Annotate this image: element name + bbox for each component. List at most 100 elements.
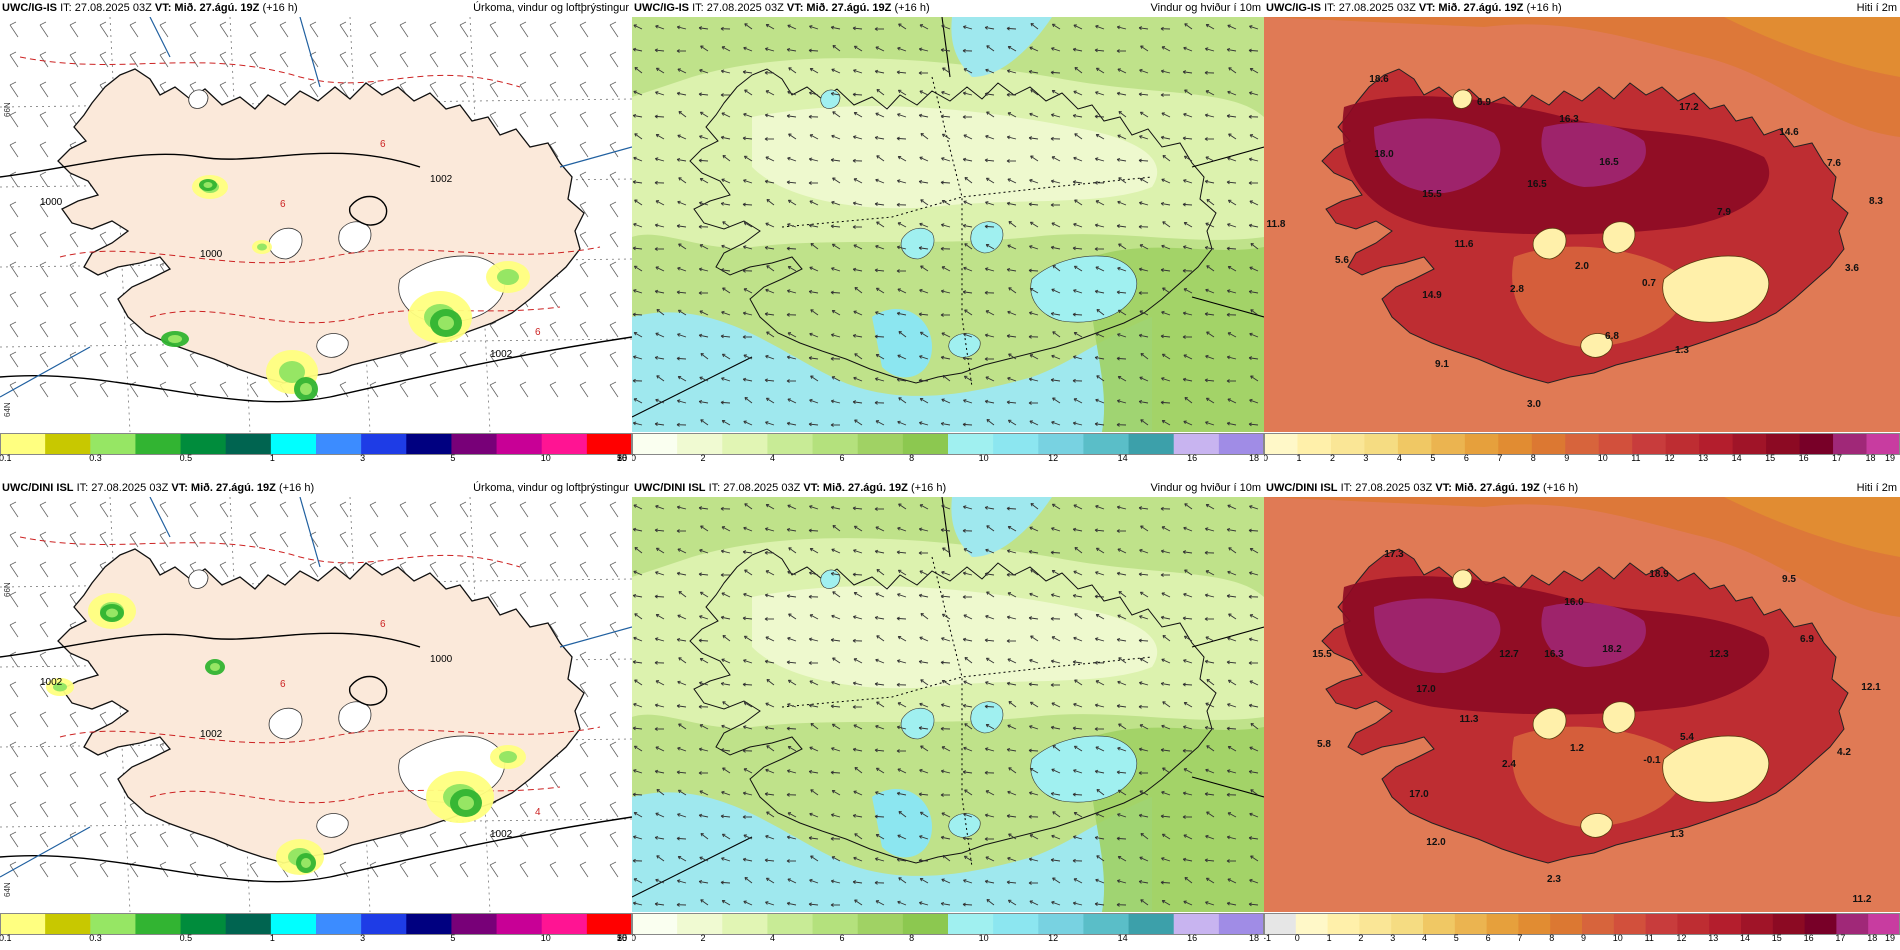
colorbar-swatch	[1083, 433, 1130, 455]
temperature-value-label: 12.7	[1499, 649, 1519, 660]
colorbar-swatch	[1772, 913, 1806, 935]
colorbar-tick-label: 3	[360, 933, 366, 943]
colorbar-tick-label: 13	[1698, 453, 1709, 463]
colorbar-tick-label: 16	[1187, 453, 1198, 463]
temperature-value-label: 17.0	[1409, 789, 1429, 800]
colorbar-tick-label: 15	[1771, 933, 1782, 943]
temperature-value-label: 9.5	[1782, 574, 1796, 585]
colorbar-swatch	[1833, 433, 1868, 455]
temperature-value-label: 16.5	[1527, 179, 1547, 190]
colorbar-swatch	[1598, 433, 1633, 455]
temperature-value-label: 12.0	[1426, 837, 1446, 848]
colorbar-tick-label: 18	[1867, 933, 1878, 943]
valid-time-label: VT:	[1418, 2, 1436, 14]
colorbar-swatch	[1766, 433, 1801, 455]
colorbar-swatch	[180, 913, 227, 935]
colorbar-tick-label: 5	[450, 933, 456, 943]
isobar-label: 1000	[200, 249, 223, 260]
colorbar-swatch	[1454, 913, 1488, 935]
isotherm-label: 6	[535, 327, 541, 338]
precip-colorbar	[0, 913, 632, 935]
colorbar-tick-label: 2	[700, 453, 706, 463]
colorbar-tick-label: 14	[1117, 453, 1128, 463]
colorbar-tick-label: -1	[1264, 933, 1272, 943]
colorbar-swatch	[1391, 913, 1424, 935]
colorbar-swatch	[993, 913, 1039, 935]
colorbar-tick-label: 7	[1517, 933, 1523, 943]
temperature-value-label: 8.3	[1869, 196, 1883, 207]
colorbar-tick-label: 6	[1463, 453, 1469, 463]
colorbar-tick-label: 3	[360, 453, 366, 463]
valid-time: Mið. 27.ágú. 19Z	[1438, 2, 1524, 14]
temperature-value-label: 7.6	[1827, 158, 1841, 169]
colorbar-tick-label: 20	[617, 453, 628, 463]
colorbar-tick-label: 2	[1358, 933, 1364, 943]
colorbar-swatch	[1550, 913, 1583, 935]
latitude-label: 64N	[3, 402, 12, 417]
colorbar-swatch	[586, 433, 632, 455]
temp-map: 17.3 18.9 9.5 16.0 15.5 12.7 16.3 18.2 12.3 6.9 17…	[1264, 497, 1900, 912]
colorbar-swatch	[135, 433, 182, 455]
panel-title: Vindur og hviður í 10m	[1150, 2, 1261, 14]
valid-time: Mið. 27.ágú. 19Z	[174, 2, 260, 14]
colorbar-tick-label: 0	[1294, 933, 1300, 943]
colorbar-tick-label: 0.1	[0, 453, 12, 463]
colorbar-tick-label: 15	[617, 933, 628, 943]
wind-panel-top: UWC/IG-IS IT: 27.08.2025 03Z VT: Mið. 27…	[632, 0, 1264, 470]
precip-map: 1000 1000 1002 1002 6 6 6 66N 64N	[0, 17, 632, 432]
colorbar-swatch	[632, 433, 678, 455]
colorbar-swatch	[135, 913, 182, 935]
temperature-value-label: -0.1	[1643, 755, 1661, 766]
valid-time-label: VT:	[1435, 482, 1452, 494]
colorbar-swatch	[225, 913, 272, 935]
temperature-value-label: 5.6	[1335, 255, 1349, 266]
colorbar-swatch	[722, 913, 768, 935]
temp-colorbar	[1264, 433, 1900, 455]
colorbar-swatch	[1732, 433, 1767, 455]
colorbar-tick-label: 15	[1765, 453, 1776, 463]
colorbar-swatch	[316, 433, 362, 455]
colorbar-swatch	[270, 913, 317, 935]
panel-header: UWC/DINI ISL IT: 27.08.2025 03Z VT: Mið.…	[632, 480, 1264, 496]
colorbar-tick-label: 4	[770, 453, 776, 463]
panel-title: Úrkoma, vindur og loftþrýstingur	[473, 482, 629, 494]
colorbar-swatch	[406, 433, 452, 455]
colorbar-tick-label: 0.3	[89, 933, 102, 943]
colorbar-tick-label: 8	[1530, 453, 1536, 463]
valid-time-label: VT:	[803, 482, 820, 494]
colorbar-tick-label: 12	[1664, 453, 1675, 463]
panel-title: Úrkoma, vindur og loftþrýstingur	[473, 2, 629, 14]
colorbar-tick-label: 1	[1296, 453, 1302, 463]
wind-map	[632, 497, 1264, 912]
colorbar-tick-label: 1	[1326, 933, 1332, 943]
colorbar-tick-label: 7	[1497, 453, 1503, 463]
colorbar-swatch	[1359, 913, 1392, 935]
wind-colorbar	[632, 433, 1264, 455]
temperature-value-label: 11.3	[1460, 714, 1479, 725]
colorbar-swatch	[1364, 433, 1399, 455]
colorbar-tick-label: 17	[1832, 453, 1843, 463]
isotherm-label: 6	[280, 679, 286, 690]
colorbar-tick-label: 5	[1430, 453, 1436, 463]
colorbar-swatch	[677, 433, 723, 455]
temperature-value-label: 15.5	[1422, 189, 1442, 200]
colorbar-swatch	[225, 433, 272, 455]
colorbar-tick-label: 10	[978, 453, 989, 463]
temperature-value-label: 11.8	[1267, 219, 1286, 230]
colorbar-tick-label: 15	[617, 453, 628, 463]
colorbar-tick-label: 50	[617, 453, 628, 463]
colorbar-tick-label: 8	[1549, 933, 1555, 943]
colorbar-swatch	[1297, 433, 1332, 455]
colorbar-swatch	[1699, 433, 1734, 455]
colorbar-swatch	[902, 913, 949, 935]
colorbar-swatch	[1264, 913, 1297, 935]
temperature-value-label: 2.0	[1575, 261, 1589, 272]
valid-time-label: VT:	[171, 482, 188, 494]
colorbar-swatch	[948, 433, 994, 455]
colorbar-swatch	[1218, 433, 1264, 455]
colorbar-tick-label: 0.1	[0, 933, 12, 943]
temperature-value-label: 17.3	[1384, 549, 1404, 560]
colorbar-swatch	[632, 913, 678, 935]
colorbar-swatch	[45, 913, 91, 935]
temperature-value-label: 15.5	[1312, 649, 1332, 660]
